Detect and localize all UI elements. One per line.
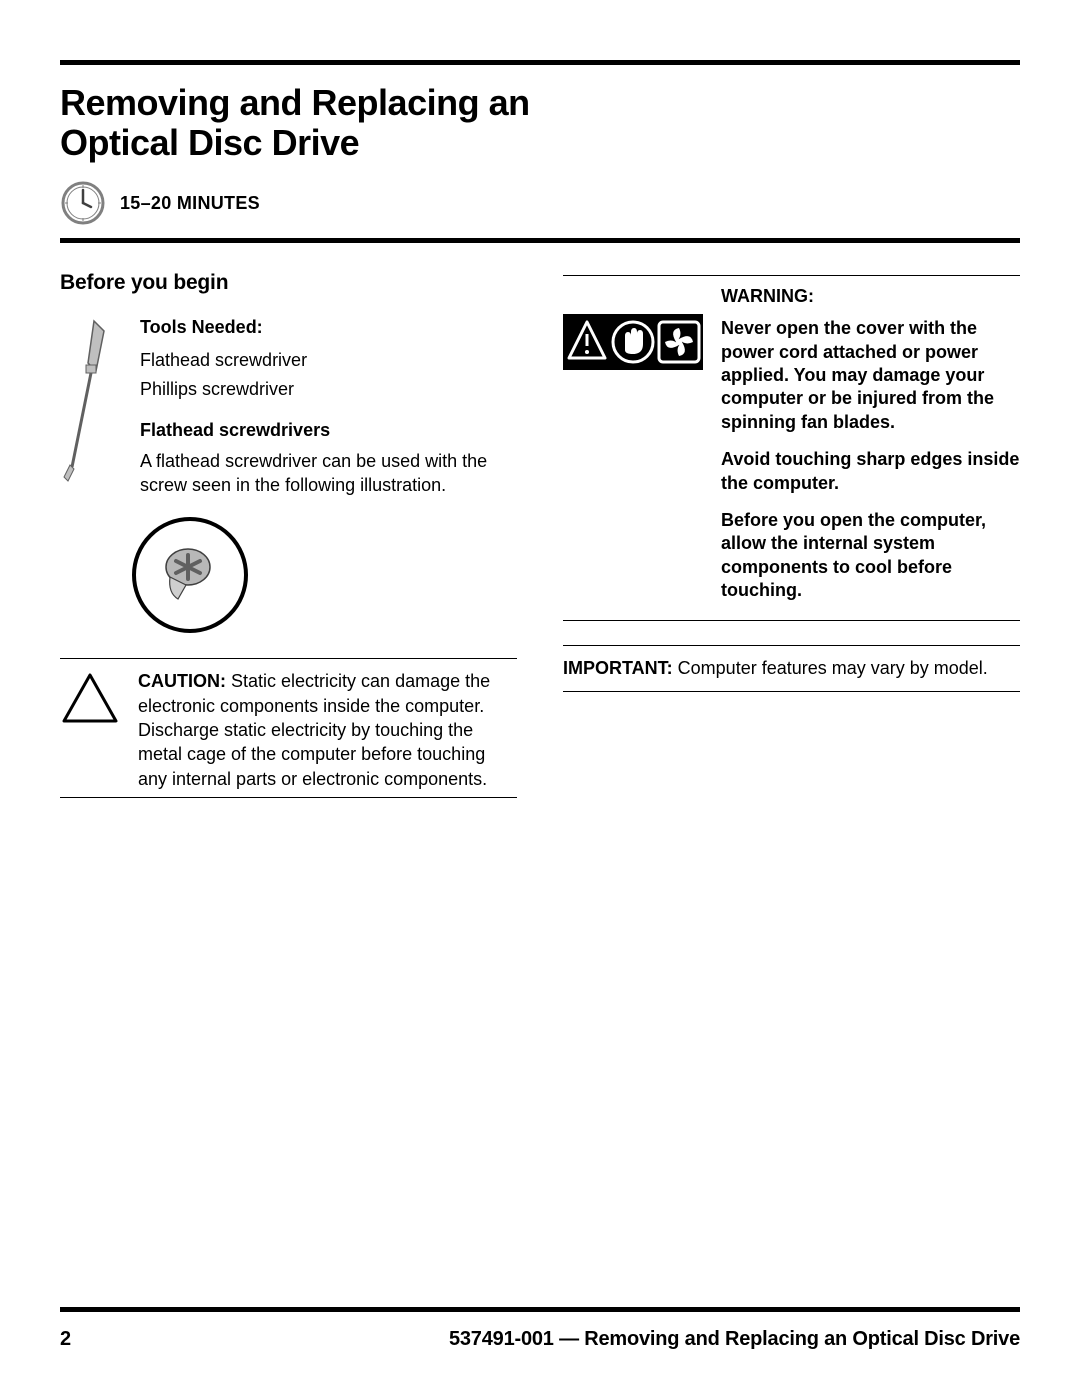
important-top-rule	[563, 645, 1020, 646]
warning-label: WARNING:	[721, 286, 1020, 307]
flathead-text: A flathead screwdriver can be used with …	[140, 449, 517, 498]
content-columns: Before you begin Tools Needed: Flathead …	[60, 271, 1020, 808]
right-column: WARNING: Never open the cover with the p…	[563, 271, 1020, 808]
screwdriver-icon	[60, 317, 120, 497]
warning-bottom-rule	[563, 620, 1020, 621]
warning-content: WARNING: Never open the cover with the p…	[721, 286, 1020, 616]
warning-badge-icons	[563, 286, 703, 616]
page-title: Removing and Replacing an Optical Disc D…	[60, 83, 1020, 162]
important-block: IMPORTANT: Computer features may vary by…	[563, 656, 1020, 680]
flathead-heading: Flathead screwdrivers	[140, 420, 517, 441]
tools-needed-heading: Tools Needed:	[140, 317, 517, 338]
title-line-2: Optical Disc Drive	[60, 122, 359, 163]
footer-row: 2 537491-001 — Removing and Replacing an…	[60, 1328, 1020, 1351]
caution-bottom-rule	[60, 797, 517, 798]
top-rule	[60, 60, 1020, 65]
caution-triangle-icon	[60, 669, 120, 790]
footer: 2 537491-001 — Removing and Replacing an…	[60, 1307, 1020, 1351]
warning-block: WARNING: Never open the cover with the p…	[563, 286, 1020, 616]
caution-block: CAUTION: Static electricity can damage t…	[60, 669, 517, 790]
caution-top-rule	[60, 658, 517, 659]
time-row: 15–20 MINUTES	[60, 180, 1020, 226]
page-number: 2	[60, 1328, 71, 1351]
warning-para-1: Never open the cover with the power cord…	[721, 317, 1020, 434]
tools-list: Flathead screwdriver Phillips screwdrive…	[140, 346, 517, 404]
footer-doc-ref: 537491-001 — Removing and Replacing an O…	[449, 1328, 1020, 1351]
warning-para-2: Avoid touching sharp edges inside the co…	[721, 448, 1020, 495]
time-label: 15–20 MINUTES	[120, 193, 260, 214]
caution-text: CAUTION: Static electricity can damage t…	[138, 669, 517, 790]
page: Removing and Replacing an Optical Disc D…	[0, 0, 1080, 808]
important-label: IMPORTANT:	[563, 658, 673, 678]
tool-item: Flathead screwdriver	[140, 346, 517, 375]
warning-top-rule	[563, 275, 1020, 276]
caution-label: CAUTION:	[138, 671, 226, 691]
screw-illustration	[130, 515, 517, 640]
left-column: Before you begin Tools Needed: Flathead …	[60, 271, 517, 808]
warning-para-3: Before you open the computer, allow the …	[721, 509, 1020, 603]
important-body: Computer features may vary by model.	[678, 658, 988, 678]
clock-icon	[60, 180, 106, 226]
tool-item: Phillips screwdriver	[140, 375, 517, 404]
before-you-begin-heading: Before you begin	[60, 271, 517, 295]
tools-block: Tools Needed: Flathead screwdriver Phill…	[60, 317, 517, 497]
important-bottom-rule	[563, 691, 1020, 692]
tools-content: Tools Needed: Flathead screwdriver Phill…	[140, 317, 517, 497]
header-bottom-rule	[60, 238, 1020, 243]
title-line-1: Removing and Replacing an	[60, 82, 530, 123]
footer-rule	[60, 1307, 1020, 1312]
